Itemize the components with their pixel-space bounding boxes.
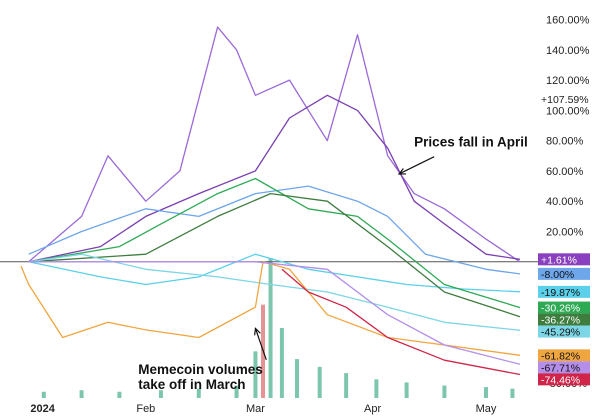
svg-text:-30.26%: -30.26% xyxy=(541,303,580,315)
svg-text:-36.27%: -36.27% xyxy=(541,315,580,327)
svg-text:-74.46%: -74.46% xyxy=(541,374,580,386)
series-line xyxy=(28,192,521,318)
volume-bar xyxy=(317,366,322,398)
series-line xyxy=(28,261,521,365)
svg-text:+1.61%: +1.61% xyxy=(541,254,577,266)
y-tick-label: 60.00% xyxy=(546,166,584,178)
svg-text:-19.87%: -19.87% xyxy=(541,287,580,299)
end-value-label: -30.26% xyxy=(538,301,590,315)
y-tick-label: 140.00% xyxy=(546,45,590,57)
volume-bar xyxy=(374,379,379,398)
volume-bar xyxy=(117,391,122,398)
volume-bar xyxy=(279,328,284,398)
y-tick-label: 40.00% xyxy=(546,196,584,208)
end-value-label: +1.61% xyxy=(538,253,590,266)
annotation-text: take off in March xyxy=(138,377,245,392)
svg-text:-8.00%: -8.00% xyxy=(541,269,574,281)
volume-bar xyxy=(510,388,515,398)
end-value-label: -45.29% xyxy=(538,325,590,339)
volume-bar xyxy=(483,387,488,398)
volume-bar xyxy=(295,359,300,398)
series-line xyxy=(28,94,521,263)
y-tick-label: 160.00% xyxy=(546,15,590,27)
svg-text:-67.71%: -67.71% xyxy=(541,362,580,374)
svg-text:-45.29%: -45.29% xyxy=(541,327,580,339)
end-value-label: +107.59% xyxy=(541,94,589,106)
y-tick-label: 80.00% xyxy=(546,136,584,148)
annotation-arrowhead xyxy=(254,327,261,336)
series-line xyxy=(28,26,521,263)
x-tick-label: Apr xyxy=(364,403,381,415)
annotation-arrowhead xyxy=(397,168,407,175)
svg-text:-61.82%: -61.82% xyxy=(541,350,580,362)
end-value-label: -19.87% xyxy=(538,285,590,299)
x-tick-label: Feb xyxy=(136,403,155,415)
price-series xyxy=(20,26,521,376)
volume-bar xyxy=(196,388,201,398)
end-value-label: -61.82% xyxy=(538,349,590,362)
svg-text:+107.59%: +107.59% xyxy=(541,94,589,106)
volume-bar xyxy=(404,382,409,398)
series-line xyxy=(281,268,521,376)
x-tick-label: May xyxy=(476,403,497,415)
volume-bar xyxy=(41,391,46,398)
series-line xyxy=(28,253,521,331)
annotation-arrow xyxy=(398,156,435,175)
y-tick-label: 120.00% xyxy=(546,75,590,87)
end-value-label: -36.27% xyxy=(538,313,590,327)
annotation-text: Prices fall in April xyxy=(414,135,528,150)
annotations: Prices fall in April Memecoin volumestake… xyxy=(138,135,527,392)
volume-bar xyxy=(268,258,273,398)
volume-bar xyxy=(344,373,349,398)
annotation-text: Memecoin volumes xyxy=(138,362,263,377)
y-tick-label: 20.00% xyxy=(546,226,584,238)
end-value-label: -8.00% xyxy=(538,267,590,281)
end-value-label: -74.46% xyxy=(538,373,590,386)
volume-bar xyxy=(442,385,447,398)
x-tick-label: 2024 xyxy=(30,403,55,415)
volume-bar xyxy=(158,390,163,398)
x-axis-ticks: 2024 Feb Mar Apr May xyxy=(30,403,496,415)
volume-bar xyxy=(253,351,258,398)
x-tick-label: Mar xyxy=(246,403,265,415)
series-line xyxy=(28,253,521,293)
y-tick-label: 100.00% xyxy=(546,105,590,117)
series-line xyxy=(28,177,521,309)
end-value-labels: +107.59% +1.61% -8.00% -19.87% -30.26%-36.27… xyxy=(538,94,590,386)
annotation-arrow xyxy=(254,328,267,360)
volume-bar xyxy=(79,390,84,398)
end-value-label: -67.71% xyxy=(538,361,590,374)
series-line xyxy=(28,185,521,275)
volume-bar xyxy=(234,385,239,398)
